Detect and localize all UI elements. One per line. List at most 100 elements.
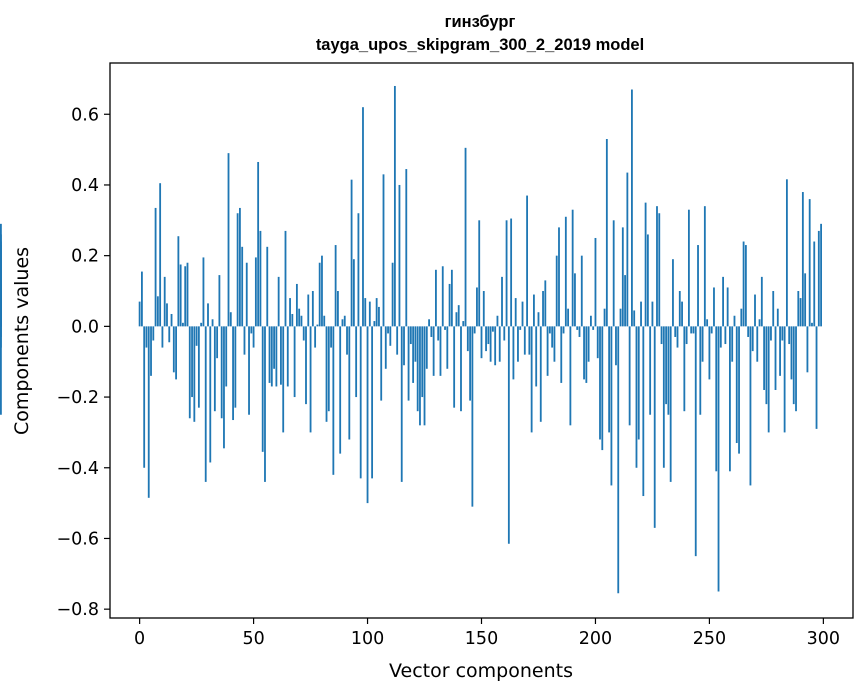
bar — [311, 291, 314, 327]
bar — [0, 324, 2, 327]
bar — [797, 291, 800, 327]
bar — [610, 326, 613, 486]
bar — [699, 326, 702, 415]
x-tick-label: 0 — [134, 629, 145, 649]
bar — [626, 172, 629, 327]
bar — [295, 283, 298, 327]
bar — [669, 326, 672, 482]
bar — [735, 326, 738, 444]
bar — [749, 326, 752, 486]
bar — [820, 223, 822, 327]
bar — [489, 326, 492, 362]
bar — [617, 326, 620, 594]
bar — [649, 326, 652, 415]
bar — [672, 259, 674, 327]
bar — [387, 326, 389, 334]
bar — [327, 326, 330, 412]
bar — [314, 326, 317, 348]
bar — [523, 326, 526, 355]
bar — [316, 324, 319, 327]
bar — [147, 326, 150, 498]
bar — [605, 139, 608, 327]
bar — [631, 89, 633, 327]
bar — [779, 326, 781, 376]
bar — [589, 315, 592, 327]
bar — [637, 326, 640, 440]
bar — [421, 326, 424, 398]
bars — [0, 85, 822, 594]
bar — [150, 326, 152, 376]
bar — [505, 220, 508, 327]
bar — [412, 326, 415, 383]
bar — [430, 326, 433, 337]
y-tick-label: −0.8 — [57, 600, 100, 620]
bar — [496, 315, 499, 327]
bar — [665, 326, 668, 405]
bar — [400, 326, 403, 482]
bar — [662, 326, 665, 468]
bar — [683, 326, 686, 412]
bar — [154, 207, 157, 327]
bar — [635, 326, 638, 468]
bar — [790, 326, 793, 380]
y-tick-label: 0.6 — [71, 105, 99, 125]
bar — [323, 315, 326, 327]
bar — [585, 326, 588, 383]
bar — [628, 326, 631, 426]
bar — [371, 326, 374, 479]
bar — [439, 326, 442, 376]
bar — [478, 220, 481, 327]
bar — [817, 230, 820, 327]
bar — [448, 283, 451, 327]
bar — [690, 326, 693, 334]
bar — [339, 326, 342, 454]
bar — [432, 326, 435, 376]
bar — [576, 326, 579, 330]
bar — [526, 195, 528, 327]
bar — [546, 326, 549, 376]
bar — [567, 308, 570, 327]
bar — [197, 326, 200, 408]
bar — [685, 326, 688, 345]
bar — [674, 326, 677, 337]
bar — [403, 326, 405, 366]
bar — [391, 262, 394, 327]
bar — [239, 207, 241, 327]
y-axis-label: Components values — [11, 247, 33, 435]
bar — [517, 326, 519, 362]
bar — [325, 326, 328, 422]
bar — [770, 326, 772, 341]
bar — [309, 326, 312, 433]
bar — [772, 291, 775, 327]
bar — [601, 326, 604, 451]
bar — [275, 326, 278, 387]
bar — [236, 213, 239, 327]
bar — [396, 326, 399, 355]
y-axis: −0.8 −0.6 −0.4 −0.2 0.0 0.2 0.4 0.6 — [57, 105, 110, 620]
bar — [612, 220, 615, 327]
bar — [389, 326, 392, 346]
bar — [574, 273, 576, 327]
bar — [558, 227, 560, 327]
bar — [211, 319, 214, 327]
bar — [409, 326, 412, 345]
bar — [257, 161, 260, 327]
bar — [514, 298, 517, 327]
bar — [373, 321, 376, 327]
bar — [694, 326, 697, 557]
bar — [0, 326, 2, 348]
x-tick-label: 50 — [242, 629, 264, 649]
bar — [202, 257, 205, 327]
bar — [405, 169, 408, 327]
bar — [204, 326, 207, 482]
bar — [163, 276, 166, 327]
bar — [740, 308, 743, 327]
bar — [172, 326, 175, 373]
bar — [619, 308, 622, 327]
bar — [382, 174, 385, 327]
bar — [293, 326, 296, 398]
bar — [266, 246, 269, 327]
bar — [138, 301, 141, 327]
bar — [742, 241, 745, 327]
